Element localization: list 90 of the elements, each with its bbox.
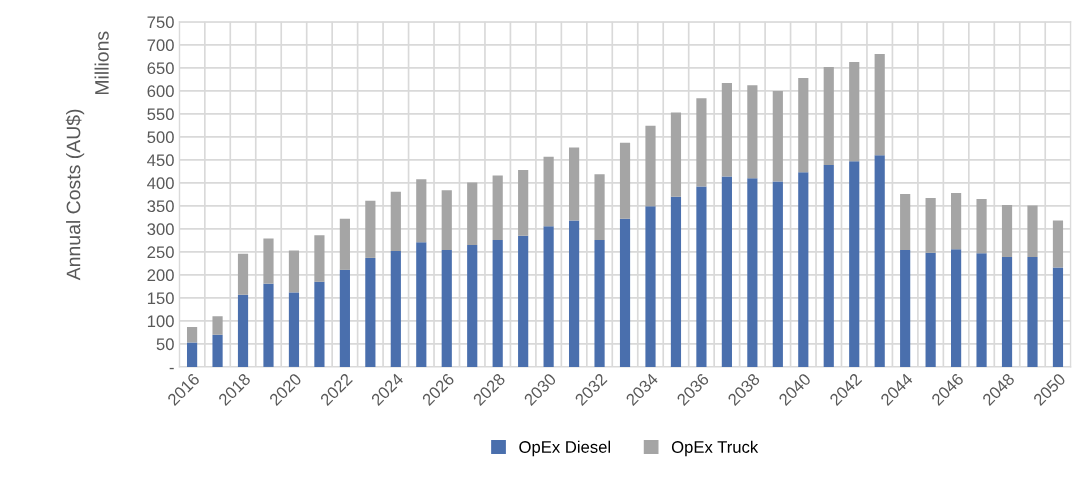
bar: [594, 174, 605, 240]
y-tick-label: 200: [147, 269, 174, 282]
bar: [543, 156, 554, 227]
bar: [849, 161, 860, 367]
bar: [747, 178, 758, 367]
bar: [874, 54, 885, 156]
bar: [1052, 220, 1064, 268]
bar: [747, 85, 758, 179]
bar: [1001, 256, 1013, 367]
bar: [925, 252, 936, 367]
bar: [645, 125, 656, 207]
y-tick-label: 500: [147, 131, 174, 144]
bar: [798, 78, 809, 173]
y-tick-label: 400: [147, 177, 174, 190]
y-tick-label: 600: [147, 85, 174, 98]
bar: [1001, 204, 1013, 257]
bar: [467, 182, 478, 246]
bar: [619, 218, 631, 367]
bar: [1027, 205, 1038, 257]
y-tick-label: 300: [147, 223, 174, 236]
bar: [187, 326, 198, 343]
bar: [594, 239, 605, 367]
bar: [951, 249, 962, 367]
bar: [339, 218, 350, 270]
bar: [263, 238, 274, 284]
bar: [951, 193, 962, 250]
bar: [874, 155, 885, 367]
bar: [772, 90, 783, 182]
y-tick-label: 550: [147, 108, 174, 121]
bar: [1027, 256, 1038, 367]
bar: [670, 112, 682, 197]
y-tick-label: -: [169, 367, 174, 370]
bar: [314, 235, 325, 282]
bar: [645, 206, 656, 367]
bar: [900, 193, 911, 251]
bar: [1052, 267, 1064, 367]
y-tick-label: 250: [147, 246, 174, 259]
bar: [976, 199, 987, 254]
y-tick-label: 350: [147, 200, 174, 213]
bar: [212, 334, 223, 367]
bar: [492, 175, 503, 240]
legend-label: OpEx Truck: [671, 440, 759, 457]
y-tick-label: 650: [147, 62, 174, 75]
bar: [721, 83, 732, 177]
bar: [849, 61, 860, 162]
bar: [518, 170, 529, 236]
bar: [237, 253, 249, 295]
bar: [390, 250, 401, 367]
bar: [900, 250, 911, 367]
bar: [416, 179, 427, 243]
bar: [823, 66, 834, 165]
bar: [467, 245, 478, 367]
bar: [976, 253, 987, 367]
bar: [212, 316, 223, 335]
bar: [670, 196, 682, 367]
legend-label: OpEx Diesel: [519, 440, 611, 457]
y-tick-label: 450: [147, 154, 174, 167]
bar: [365, 257, 376, 367]
y-axis-title: Annual Costs (AU$): [65, 109, 85, 281]
bar: [441, 190, 452, 251]
bar: [772, 181, 783, 367]
bar: [288, 292, 300, 367]
y-tick-label: 700: [147, 39, 174, 52]
bar: [339, 269, 350, 367]
bar: [696, 98, 707, 187]
bar: [237, 294, 249, 367]
bar: [416, 242, 427, 367]
y-tick-label: 50: [156, 338, 174, 351]
bar: [798, 172, 809, 367]
bar: [390, 191, 401, 251]
bar: [288, 250, 300, 293]
y-tick-label: 750: [147, 16, 174, 29]
bar: [518, 235, 529, 367]
bar: [696, 186, 707, 367]
bar: [569, 220, 580, 367]
y-tick-label: 150: [147, 292, 174, 305]
y-tick-label: 100: [147, 315, 174, 328]
bar: [314, 281, 325, 367]
bar: [569, 147, 580, 221]
bar: [721, 176, 732, 367]
text: Millions: [94, 31, 109, 95]
bar: [619, 142, 631, 219]
bar: [823, 164, 834, 367]
bar: [365, 200, 376, 258]
bar: [441, 250, 452, 367]
bar: [543, 226, 554, 367]
bar: [925, 198, 936, 253]
bar: [187, 342, 198, 367]
bar: [263, 283, 274, 367]
bar: [492, 239, 503, 367]
